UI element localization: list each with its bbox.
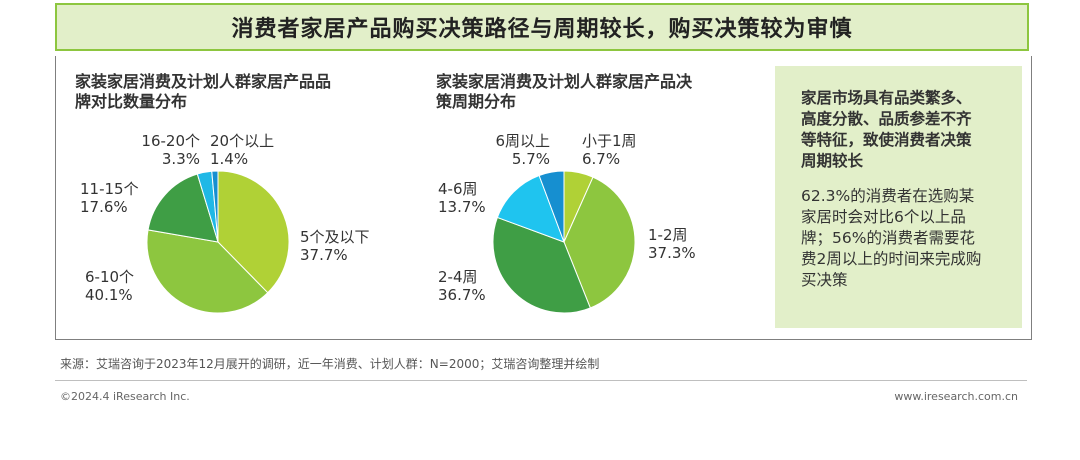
insight-body: 62.3%的消费者在选购某 家居时会对比6个以上品 牌；56%的消费者需要花 费…	[801, 186, 1000, 291]
insight-body-line: 62.3%的消费者在选购某	[801, 187, 975, 205]
chart-1-title-line-1: 家装家居消费及计划人群家居产品品	[75, 72, 332, 91]
chart-2-label-1-2w-name: 1-2周	[648, 226, 688, 244]
insight-panel: 家居市场具有品类繁多、 高度分散、品质参差不齐 等特征，致使消费者决策 周期较长…	[775, 66, 1022, 328]
insight-body-line: 牌；56%的消费者需要花	[801, 229, 975, 247]
copyright: ©2024.4 iResearch Inc.	[60, 390, 190, 403]
website-link[interactable]: www.iresearch.com.cn	[894, 390, 1018, 403]
chart-1-label-5-below-name: 5个及以下	[300, 228, 370, 246]
chart-2-title: 家装家居消费及计划人群家居产品决 策周期分布	[436, 72, 692, 112]
chart-1-label-20-plus: 20个以上 1.4%	[210, 132, 274, 168]
source-note: 来源：艾瑞咨询于2023年12月展开的调研，近一年消费、计划人群：N=2000；…	[60, 357, 600, 371]
insight-heading-line: 高度分散、品质参差不齐	[801, 110, 972, 128]
chart-1-label-16-20-name: 16-20个	[141, 132, 200, 150]
chart-2-label-4-6w-name: 4-6周	[438, 180, 478, 198]
chart-2-slice-4	[538, 170, 565, 243]
chart-2-label-2-4w-value: 36.7%	[438, 286, 486, 304]
chart-2-label-6w-plus-value: 5.7%	[511, 150, 550, 168]
chart-2-label-lt-1w-name: 小于1周	[582, 132, 637, 150]
chart-1-slice-4	[211, 170, 219, 243]
chart-1-label-16-20: 16-20个 3.3%	[128, 132, 200, 168]
chart-2-label-6w-plus: 6周以上 5.7%	[472, 132, 550, 168]
chart-2-label-6w-plus-name: 6周以上	[495, 132, 550, 150]
chart-1-label-20-plus-name: 20个以上	[210, 132, 275, 150]
chart-1-label-11-15: 11-15个 17.6%	[80, 180, 139, 216]
chart-1-title-line-2: 牌对比数量分布	[75, 92, 188, 111]
chart-1-label-5-below: 5个及以下 37.7%	[300, 228, 370, 264]
chart-2-slice-2	[492, 216, 591, 314]
insight-body-line: 费2周以上的时间来完成购	[801, 250, 982, 268]
chart-2-slice-3	[496, 174, 565, 243]
chart-2-label-4-6w-value: 13.7%	[438, 198, 486, 216]
insight-heading: 家居市场具有品类繁多、 高度分散、品质参差不齐 等特征，致使消费者决策 周期较长	[801, 88, 1000, 172]
content-frame	[55, 56, 1032, 340]
chart-1-label-6-10: 6-10个 40.1%	[85, 268, 134, 304]
footer-divider	[55, 380, 1027, 381]
chart-2-label-4-6w: 4-6周 13.7%	[438, 180, 486, 216]
insight-heading-line: 等特征，致使消费者决策	[801, 131, 972, 149]
chart-2-title-line-2: 策周期分布	[436, 92, 517, 111]
chart-2-label-lt-1w: 小于1周 6.7%	[582, 132, 637, 168]
chart-2-pie	[492, 170, 636, 314]
chart-2-label-2-4w-name: 2-4周	[438, 268, 478, 286]
chart-1-pie	[146, 170, 290, 314]
chart-1-label-11-15-name: 11-15个	[80, 180, 139, 198]
chart-1-slice-1	[146, 229, 269, 314]
chart-2-slice-1	[563, 176, 636, 309]
chart-1-label-6-10-value: 40.1%	[85, 286, 133, 304]
chart-2-label-2-4w: 2-4周 36.7%	[438, 268, 486, 304]
page-title: 消费者家居产品购买决策路径与周期较长，购买决策较为审慎	[55, 3, 1029, 51]
chart-1-label-20-plus-value: 1.4%	[210, 150, 249, 168]
insight-heading-line: 周期较长	[801, 152, 864, 170]
insight-body-line: 家居时会对比6个以上品	[801, 208, 966, 226]
chart-1-label-11-15-value: 17.6%	[80, 198, 128, 216]
chart-1-label-6-10-name: 6-10个	[85, 268, 135, 286]
chart-1-label-16-20-value: 3.3%	[161, 150, 200, 168]
insight-heading-line: 家居市场具有品类繁多、	[801, 89, 972, 107]
chart-1-slice-2	[147, 173, 219, 243]
chart-2-label-1-2w-value: 37.3%	[648, 244, 696, 262]
chart-2-label-lt-1w-value: 6.7%	[582, 150, 621, 168]
chart-1-label-5-below-value: 37.7%	[300, 246, 348, 264]
chart-1-slice-0	[217, 170, 290, 294]
chart-1-title: 家装家居消费及计划人群家居产品品 牌对比数量分布	[75, 72, 331, 112]
chart-2-label-1-2w: 1-2周 37.3%	[648, 226, 696, 262]
chart-2-title-line-1: 家装家居消费及计划人群家居产品决	[436, 72, 693, 91]
insight-body-line: 买决策	[801, 271, 848, 289]
